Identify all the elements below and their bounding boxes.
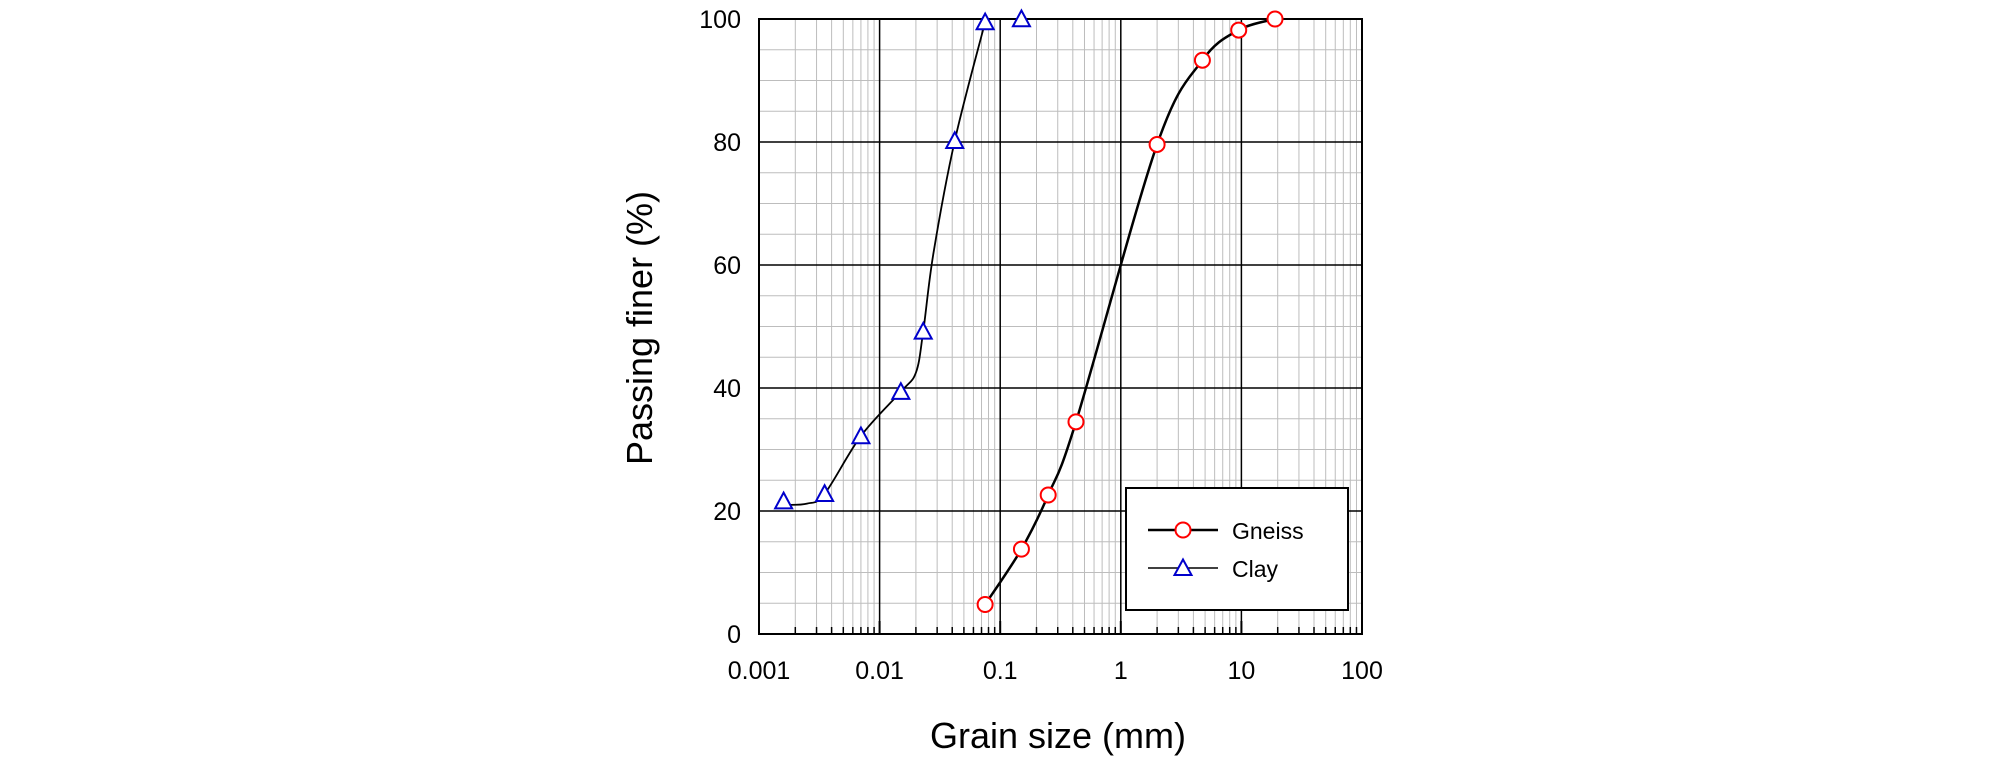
x-tick-label: 0.001 [728,657,791,685]
y-tick-label: 100 [699,6,741,34]
gneiss-point [1067,413,1085,431]
y-tick-label: 20 [713,498,741,526]
gneiss-point [1230,21,1248,39]
legend-box [1125,487,1349,611]
y-tick-label: 60 [713,252,741,280]
plot-frame [758,18,1363,635]
clay-point [913,320,934,340]
clay-point [1011,8,1032,28]
legend-clay-marker [1172,557,1194,576]
legend: Gneiss Clay [1125,487,1349,611]
clay-point [944,130,965,149]
gneiss-curve [984,17,1276,606]
y-tick-label: 80 [713,129,741,157]
y-tick-label: 40 [713,375,741,403]
clay-point [974,11,996,31]
x-tick-label: 0.01 [855,657,904,685]
gneiss-point [976,595,994,613]
x-axis-title: Grain size (mm) [930,715,1186,756]
x-tick-label: 0.1 [983,657,1018,685]
gneiss-point [1012,540,1030,558]
legend-gneiss-marker [1174,521,1192,539]
x-tick-labels: 0.001 0.01 0.1 1 10 100 [728,657,1383,685]
y-tick-label: 0 [727,621,741,649]
series-markers [773,8,1284,613]
x-tick-label: 10 [1227,657,1255,685]
legend-clay-label: Clay [1232,556,1279,582]
clay-point [814,483,835,503]
x-tick-label: 1 [1114,657,1128,685]
gneiss-point [1193,51,1211,69]
y-tick-labels: 0 20 40 60 80 100 [699,6,741,649]
y-axis-title: Passing finer (%) [619,191,660,465]
x-tick-label: 100 [1341,657,1383,685]
gneiss-point [1148,135,1166,153]
gneiss-point [1266,10,1284,28]
legend-gneiss-label: Gneiss [1232,518,1304,544]
clay-point [850,425,872,445]
clay-point [773,490,794,510]
clay-point [890,381,912,400]
axis-ticks [758,621,1363,634]
gneiss-point [1039,486,1057,504]
